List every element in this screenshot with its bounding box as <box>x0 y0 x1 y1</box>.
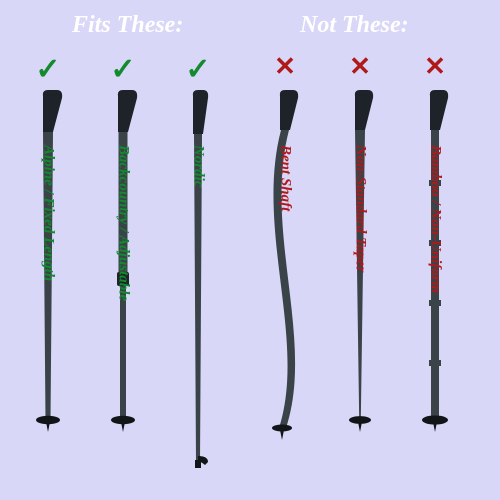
pole-bamboo: Bamboo / Non-Uniform <box>415 90 455 470</box>
header-notfits: Not These: <box>300 12 409 39</box>
pole-label: Bamboo / Non-Uniform <box>427 145 444 293</box>
cross-icon: ✕ <box>340 52 380 82</box>
header-fits: Fits These: <box>72 12 183 39</box>
check-icon: ✓ <box>178 52 218 87</box>
pole-label: Backcountry / Adjustable <box>115 145 132 301</box>
cross-icon: ✕ <box>265 52 305 82</box>
cross-icon: ✕ <box>415 52 455 82</box>
pole-label: Nordic <box>190 145 207 188</box>
pole-alpine: Alpine / Fixed Length <box>28 90 68 470</box>
pole-label: Bent Shaft <box>277 145 294 211</box>
pole-adjustable: Backcountry / Adjustable <box>103 90 143 470</box>
infographic-canvas: Fits These: Not These: ✓ ✓ ✓ ✕ ✕ ✕ Alpin… <box>0 0 500 500</box>
pole-bent: Bent Shaft <box>265 90 305 470</box>
pole-label: Alpine / Fixed Length <box>40 145 57 281</box>
pole-taper: Non-Standard Taper <box>340 90 380 470</box>
pole-label: Non-Standard Taper <box>352 145 369 272</box>
pole-nordic: Nordic <box>178 90 218 470</box>
check-icon: ✓ <box>28 52 68 87</box>
check-icon: ✓ <box>103 52 143 87</box>
